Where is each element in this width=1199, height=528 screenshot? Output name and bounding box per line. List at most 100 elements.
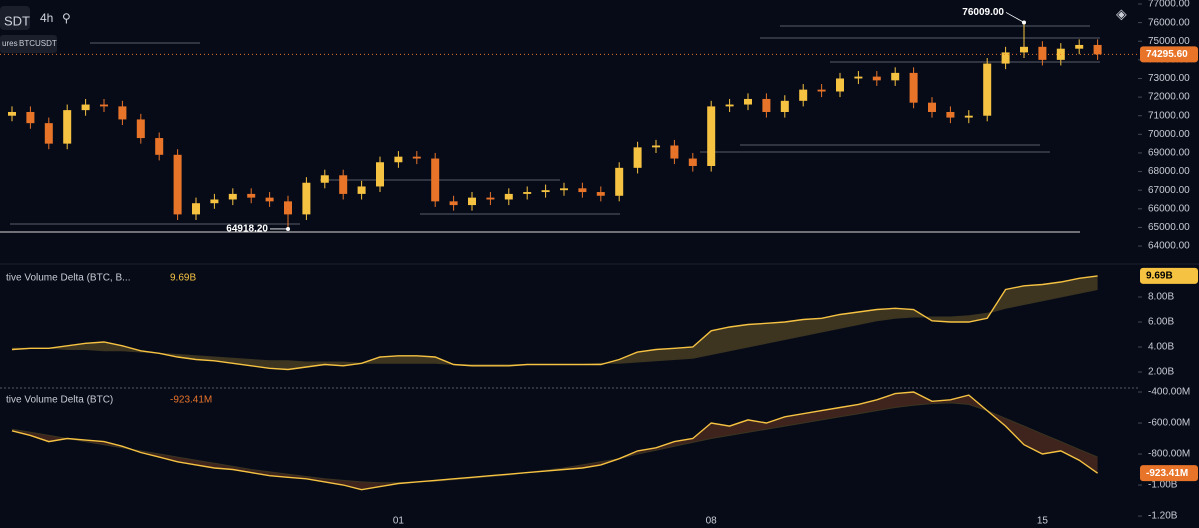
y-tick-label: -1.20B bbox=[1148, 511, 1178, 522]
candle-body bbox=[192, 203, 200, 215]
candle-body bbox=[983, 63, 992, 116]
pair: BTCUSDT bbox=[19, 39, 57, 48]
candle-body bbox=[928, 102, 936, 112]
candle-body bbox=[872, 76, 881, 81]
candle-body bbox=[247, 193, 256, 198]
y-tick-label: 72000.00 bbox=[1148, 92, 1190, 103]
candle-body bbox=[891, 72, 900, 81]
candle-body bbox=[136, 119, 145, 139]
y-tick-label: 66000.00 bbox=[1148, 203, 1190, 214]
candle-body bbox=[1038, 46, 1047, 60]
candle-body bbox=[118, 106, 127, 120]
delta-line bbox=[11, 275, 1098, 371]
candle-body bbox=[836, 78, 844, 92]
x-tick-label: 15 bbox=[1037, 516, 1049, 527]
candle-body bbox=[725, 104, 734, 107]
candle-body bbox=[302, 182, 311, 215]
x-tick-label: 01 bbox=[393, 516, 405, 527]
candle-body bbox=[762, 98, 771, 112]
candle-body bbox=[1001, 52, 1010, 64]
y-tick-label: 68000.00 bbox=[1148, 166, 1190, 177]
candle-body bbox=[1093, 44, 1102, 55]
y-tick-label: 4.00B bbox=[1148, 342, 1174, 353]
y-tick-label: -800.00M bbox=[1148, 449, 1190, 460]
candle-body bbox=[854, 76, 863, 79]
pane-value: 9.69B bbox=[170, 273, 196, 284]
candle-body bbox=[596, 192, 605, 196]
pane-title: tive Volume Delta (BTC, B... bbox=[6, 273, 131, 284]
y-tick-label: 71000.00 bbox=[1148, 110, 1190, 121]
market-box bbox=[0, 35, 57, 53]
symbol-box bbox=[0, 6, 30, 30]
candle-body bbox=[670, 145, 679, 159]
candle-body bbox=[376, 162, 384, 187]
symbol-header: SDT 4h ⚲ ures BTCUSDT bbox=[0, 6, 71, 53]
y-tick-label: 75000.00 bbox=[1148, 36, 1190, 47]
candle-body bbox=[8, 111, 16, 116]
candle-body bbox=[100, 104, 108, 107]
interval[interactable]: 4h bbox=[40, 11, 53, 25]
last-value-label: 74295.60 bbox=[1146, 49, 1188, 60]
y-tick-label: 64000.00 bbox=[1148, 241, 1190, 252]
y-tick-label: 65000.00 bbox=[1148, 222, 1190, 233]
y-tick-label: 67000.00 bbox=[1148, 185, 1190, 196]
candle-body bbox=[1020, 46, 1028, 53]
y-tick-label: -600.00M bbox=[1148, 418, 1190, 429]
pane-title: tive Volume Delta (BTC) bbox=[6, 395, 113, 406]
candle-body bbox=[81, 104, 90, 111]
y-tick-label: 6.00B bbox=[1148, 317, 1174, 328]
order-book-lines bbox=[10, 25, 1100, 225]
symbol: SDT bbox=[4, 13, 30, 28]
candle-body bbox=[688, 158, 697, 166]
candle-body bbox=[799, 89, 808, 101]
last-value-tag bbox=[1140, 46, 1198, 63]
candle-body bbox=[44, 123, 53, 144]
candle-body bbox=[412, 156, 421, 159]
candle-body bbox=[707, 106, 716, 166]
candle-body bbox=[909, 72, 918, 103]
last-value-label: 9.69B bbox=[1146, 271, 1173, 282]
delta-fill bbox=[12, 392, 1098, 490]
y-tick-label: 69000.00 bbox=[1148, 148, 1190, 159]
candle-body bbox=[173, 154, 182, 215]
candle-body bbox=[210, 199, 219, 204]
candle-body bbox=[394, 156, 403, 163]
y-tick-label: -400.00M bbox=[1148, 387, 1190, 398]
candle-body bbox=[228, 193, 237, 200]
extreme-leader bbox=[1005, 12, 1025, 23]
alert-icon[interactable]: ⚲ bbox=[62, 11, 71, 25]
candle-body bbox=[817, 89, 826, 92]
candle-body bbox=[26, 111, 35, 124]
candle-body bbox=[431, 158, 440, 202]
y-tick-label: 2.00B bbox=[1148, 367, 1174, 378]
extreme-label: 64918.20 bbox=[226, 224, 268, 235]
y-tick-label: 77000.00 bbox=[1148, 0, 1190, 10]
candle-body bbox=[468, 197, 476, 206]
last-value-tag bbox=[1140, 465, 1198, 482]
candle-body bbox=[265, 197, 274, 202]
candle-body bbox=[357, 186, 366, 194]
candle-body bbox=[578, 188, 587, 193]
candle-body bbox=[63, 110, 72, 144]
candle-body bbox=[964, 115, 973, 118]
candle-body bbox=[744, 98, 752, 105]
y-tick-label: 76000.00 bbox=[1148, 17, 1190, 28]
y-tick-label: -1.00B bbox=[1148, 480, 1178, 491]
candle-body bbox=[284, 201, 292, 215]
candle-body bbox=[504, 193, 513, 200]
x-tick-label: 08 bbox=[706, 516, 718, 527]
candle-body bbox=[652, 145, 660, 148]
candle-body bbox=[155, 138, 164, 155]
layers-icon[interactable]: ◈ bbox=[1116, 6, 1127, 22]
candle-body bbox=[1075, 44, 1084, 49]
delta-line bbox=[11, 391, 1099, 491]
y-tick-label: 8.00B bbox=[1148, 292, 1174, 303]
candle-body bbox=[615, 167, 624, 196]
extreme-label: 76009.00 bbox=[962, 7, 1004, 18]
candle-body bbox=[780, 100, 789, 112]
candle-body bbox=[486, 197, 495, 200]
candle-body bbox=[633, 147, 642, 168]
candle-body bbox=[320, 175, 329, 183]
